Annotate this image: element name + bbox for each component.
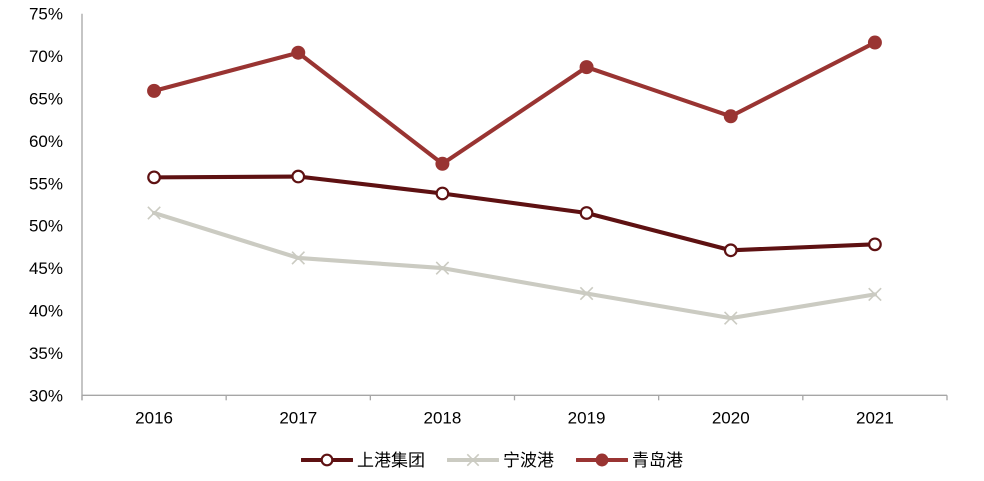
legend-item-2: 青岛港: [576, 450, 683, 470]
filled-circle-marker: [867, 35, 882, 50]
x-axis-label: 2017: [279, 408, 317, 427]
y-axis-label: 35%: [29, 344, 63, 363]
x-marker: [466, 453, 480, 467]
legend-swatch-filled-circle: [576, 453, 628, 467]
chart-legend: 上港集团 宁波港 青岛港: [0, 444, 984, 476]
x-axis-label: 2019: [568, 408, 606, 427]
legend-item-1: 宁波港: [447, 450, 554, 470]
series-line-0: [152, 174, 877, 253]
filled-circle-marker: [579, 60, 594, 75]
x-marker: [147, 206, 161, 220]
x-axis-label: 2016: [135, 408, 173, 427]
y-axis-label: 65%: [29, 90, 63, 109]
y-axis-label: 40%: [29, 302, 63, 321]
legend-label: 上港集团: [357, 450, 425, 470]
open-circle-marker: [291, 169, 306, 184]
open-circle-marker: [320, 453, 334, 467]
legend-label: 宁波港: [503, 450, 554, 470]
y-axis-label: 75%: [29, 5, 63, 24]
x-axis-label: 2021: [856, 408, 894, 427]
open-circle-marker: [579, 206, 594, 220]
x-marker: [291, 251, 306, 265]
y-axis-label: 55%: [29, 174, 63, 193]
filled-circle-marker: [147, 83, 162, 98]
open-circle-marker: [435, 186, 450, 201]
y-axis-label: 60%: [29, 132, 63, 151]
open-circle-marker: [723, 243, 738, 258]
open-circle-marker: [147, 170, 161, 185]
x-marker: [579, 286, 594, 301]
series-line-2: [152, 40, 877, 166]
legend-swatch-open-circle: [301, 453, 353, 467]
y-axis-label: 45%: [29, 259, 63, 278]
filled-circle-marker: [435, 156, 450, 171]
filled-circle-marker: [595, 453, 609, 467]
y-axis-label: 50%: [29, 217, 63, 236]
legend-swatch-x: [447, 453, 499, 467]
filled-circle-marker: [291, 45, 306, 60]
filled-circle-marker: [723, 109, 738, 124]
x-marker: [435, 261, 450, 275]
y-axis-label: 70%: [29, 47, 63, 66]
x-axis-label: 2020: [712, 408, 750, 427]
x-marker: [723, 311, 738, 325]
legend-item-0: 上港集团: [301, 450, 425, 470]
legend-label: 青岛港: [632, 450, 683, 470]
series-line-1: [152, 210, 877, 321]
x-marker: [868, 287, 882, 302]
line-chart: 30% 35% 40% 45% 50% 55% 60% 65% 70% 75% 2016 2017 20…: [29, 5, 948, 427]
x-axis-label: 2018: [424, 408, 462, 427]
open-circle-marker: [868, 237, 882, 252]
y-axis-label: 30%: [29, 386, 63, 405]
